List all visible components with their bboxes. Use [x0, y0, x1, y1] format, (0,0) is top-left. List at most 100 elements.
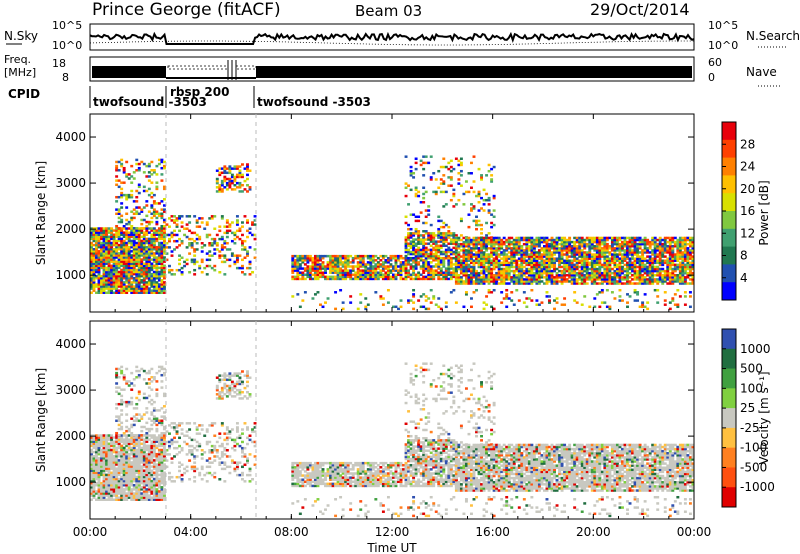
power-cell [160, 260, 164, 263]
power-cell [495, 265, 499, 269]
power-cell [198, 217, 202, 220]
power-cell [558, 238, 562, 242]
power-cell [384, 277, 388, 281]
power-cell [464, 278, 468, 281]
power-cell [137, 235, 141, 239]
power-cell [618, 271, 622, 275]
power-cell [419, 259, 423, 262]
power-cell [422, 240, 426, 243]
power-cell [688, 261, 692, 265]
power-cell [580, 280, 584, 283]
power-cell [102, 243, 106, 247]
power-cell [510, 255, 514, 258]
velocity-cell [90, 442, 93, 446]
power-cell [666, 276, 670, 279]
power-cell [470, 240, 473, 244]
power-cell [248, 262, 252, 266]
power-cell [477, 240, 481, 244]
power-cell [404, 273, 408, 277]
power-cell [225, 229, 229, 233]
power-cell [115, 270, 119, 274]
power-cell [515, 280, 519, 283]
power-cell [409, 256, 413, 260]
power-cell [678, 276, 682, 279]
velocity-cell [102, 481, 106, 485]
power-cell [444, 223, 448, 227]
power-cell [482, 280, 486, 283]
power-cell [452, 269, 456, 272]
power-cell [610, 238, 614, 242]
power-cell [190, 258, 194, 262]
power-cell [419, 273, 423, 277]
power-cell [671, 263, 675, 267]
velocity-cell [102, 463, 106, 466]
power-cell [570, 269, 574, 273]
power-cell [251, 223, 254, 226]
power-cell [235, 229, 239, 233]
power-cell [477, 255, 481, 258]
power-cell [386, 301, 390, 304]
power-cell [487, 282, 491, 285]
power-cell [472, 276, 476, 279]
power-cell [590, 274, 594, 277]
power-cell [462, 255, 466, 258]
power-cell [512, 261, 516, 265]
power-cell [432, 252, 436, 256]
power-cell [610, 261, 614, 265]
power-cell [457, 242, 461, 246]
power-cell [510, 291, 514, 294]
power-cell [558, 257, 562, 260]
velocity-cell [90, 461, 93, 464]
power-cell [452, 167, 456, 171]
power-cell [683, 245, 687, 248]
power-cell [122, 252, 126, 255]
power-cell [371, 261, 375, 264]
power-cell [152, 237, 156, 241]
power-cell [563, 236, 567, 240]
power-cell [135, 250, 139, 253]
power-cell [545, 238, 549, 242]
power-cell [548, 238, 551, 242]
power-cell [168, 233, 171, 237]
power-cell [336, 277, 340, 281]
power-cell [150, 173, 154, 176]
velocity-cell [125, 473, 129, 477]
power-cell [457, 257, 461, 260]
power-cell [115, 175, 119, 178]
velocity-cell [102, 492, 106, 495]
power-cell [505, 274, 509, 277]
power-cell [117, 289, 121, 292]
power-cell [155, 231, 159, 234]
power-cell [681, 251, 685, 254]
power-cell [374, 271, 378, 274]
power-cell [638, 236, 642, 240]
power-cell [525, 267, 529, 271]
power-cell [492, 278, 496, 281]
power-cell [293, 267, 297, 270]
power-cell [95, 254, 98, 257]
power-cell [550, 242, 554, 246]
power-cell [588, 267, 592, 271]
power-cell [132, 243, 136, 247]
power-cell [105, 281, 109, 284]
power-cell [610, 249, 614, 252]
power-cell [633, 282, 637, 285]
power-cell [105, 283, 109, 286]
power-cell [477, 192, 481, 196]
power-cell [568, 242, 572, 246]
power-cell [147, 171, 151, 174]
power-cell [600, 274, 604, 277]
velocity-cell [120, 438, 124, 441]
power-cell [583, 269, 587, 273]
power-cell [548, 276, 551, 279]
power-cell [162, 208, 166, 211]
power-cell [157, 260, 161, 263]
power-cell [92, 258, 96, 261]
power-cell [120, 229, 124, 232]
power-cell [155, 220, 159, 224]
velocity-cell [125, 461, 129, 464]
power-cell [399, 261, 403, 264]
power-cell [140, 254, 144, 257]
power-cell [404, 263, 408, 266]
power-cell [107, 277, 111, 280]
